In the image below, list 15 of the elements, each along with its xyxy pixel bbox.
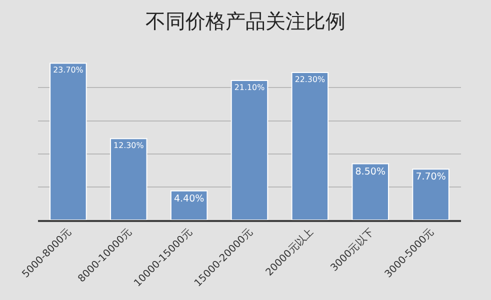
data-label: 23.70% [53,66,84,75]
chart-title: 不同价格产品关注比例 [146,9,346,33]
data-label: 22.30% [294,74,326,84]
data-label: 7.70% [416,172,446,183]
data-label: 12.30% [114,140,144,150]
bar [170,190,208,220]
bar [352,163,389,220]
bar [230,80,268,220]
bar [412,168,450,220]
bar [110,138,148,220]
bar [291,72,329,220]
data-label: 4.40% [174,194,204,205]
data-label: 8.50% [355,166,386,178]
bar [50,62,87,220]
data-label: 21.10% [234,82,266,92]
